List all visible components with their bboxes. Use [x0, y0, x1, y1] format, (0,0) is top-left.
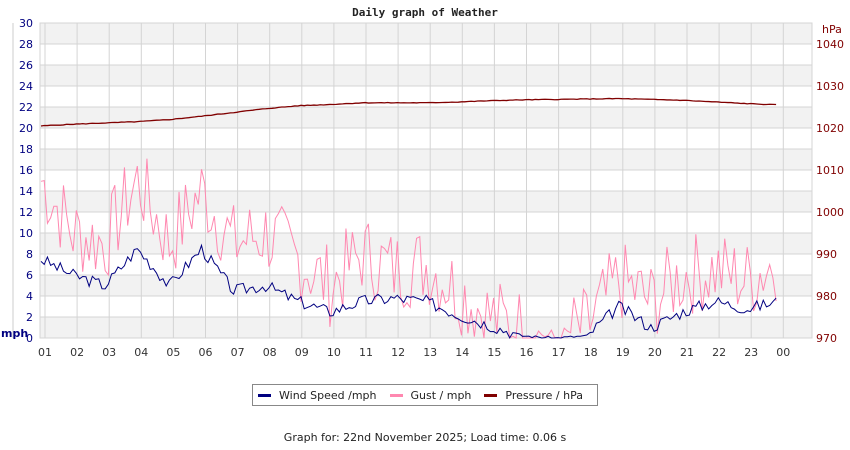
y2-tick-label: 970 — [816, 332, 837, 345]
series-line — [40, 243, 777, 339]
x-tick-label: 19 — [616, 346, 630, 359]
x-tick-label: 10 — [327, 346, 341, 359]
y2-tick-label: 980 — [816, 290, 837, 303]
x-tick-label: 22 — [712, 346, 726, 359]
x-tick-label: 18 — [584, 346, 598, 359]
x-tick-label: 17 — [552, 346, 566, 359]
x-tick-label: 15 — [487, 346, 501, 359]
x-tick-label: 14 — [455, 346, 469, 359]
x-tick-label: 13 — [423, 346, 437, 359]
footer-status: Graph for: 22nd November 2025; Load time… — [283, 431, 567, 444]
y2-tick-label: 1000 — [816, 206, 844, 219]
x-tick-label: 23 — [744, 346, 758, 359]
y-tick-label: 28 — [19, 38, 33, 51]
legend-label: Wind Speed /mph — [279, 388, 377, 402]
wind-swatch-icon — [258, 393, 271, 397]
y-tick-label: 4 — [26, 290, 33, 303]
series-line — [40, 158, 777, 339]
y-tick-label: 26 — [19, 59, 33, 72]
y-tick-label: 2 — [26, 311, 33, 324]
legend-item-gust: Gust / mph — [389, 388, 472, 402]
y-tick-label: 22 — [19, 101, 33, 114]
x-tick-label: 02 — [70, 346, 84, 359]
y-tick-label: 14 — [19, 185, 33, 198]
x-tick-label: 09 — [295, 346, 309, 359]
x-tick-label: 00 — [776, 346, 790, 359]
legend-label: Gust / mph — [410, 388, 472, 402]
y2-tick-label: 990 — [816, 248, 837, 261]
gust-swatch-icon — [389, 393, 403, 397]
x-tick-label: 03 — [102, 346, 116, 359]
x-tick-label: 16 — [520, 346, 534, 359]
legend-item-wind: Wind Speed /mph — [258, 389, 377, 402]
pressure-swatch-icon — [484, 393, 498, 397]
x-tick-label: 07 — [231, 346, 245, 359]
x-tick-label: 05 — [166, 346, 180, 359]
series-line — [40, 97, 777, 127]
x-tick-label: 12 — [391, 346, 405, 359]
x-tick-label: 20 — [648, 346, 662, 359]
y-tick-label: 10 — [19, 227, 33, 240]
left-unit-label: mph — [1, 327, 28, 340]
y-tick-label: 16 — [19, 164, 33, 177]
y2-tick-label: 1030 — [816, 80, 844, 93]
x-tick-label: 06 — [199, 346, 213, 359]
y-tick-label: 6 — [26, 269, 33, 282]
right-unit-label: hPa — [822, 23, 842, 36]
x-tick-label: 01 — [38, 346, 52, 359]
chart-title: Daily graph of Weather — [352, 6, 498, 19]
x-tick-label: 04 — [134, 346, 148, 359]
legend-label: Pressure / hPa — [505, 388, 583, 402]
legend: Wind Speed /mph Gust / mph Pressure / hP… — [252, 384, 598, 406]
y-tick-label: 18 — [19, 143, 33, 156]
y2-tick-label: 1040 — [816, 38, 844, 51]
legend-item-pressure: Pressure / hPa — [484, 389, 583, 402]
x-tick-label: 08 — [263, 346, 277, 359]
x-tick-label: 21 — [680, 346, 694, 359]
y-tick-label: 20 — [19, 122, 33, 135]
y-tick-label: 24 — [19, 80, 33, 93]
y-tick-label: 8 — [26, 248, 33, 261]
x-tick-label: 11 — [359, 346, 373, 359]
y2-tick-label: 1020 — [816, 122, 844, 135]
y-tick-label: 0 — [26, 332, 33, 345]
y-tick-label: 12 — [19, 206, 33, 219]
y2-tick-label: 1010 — [816, 164, 844, 177]
y-tick-label: 30 — [19, 17, 33, 30]
